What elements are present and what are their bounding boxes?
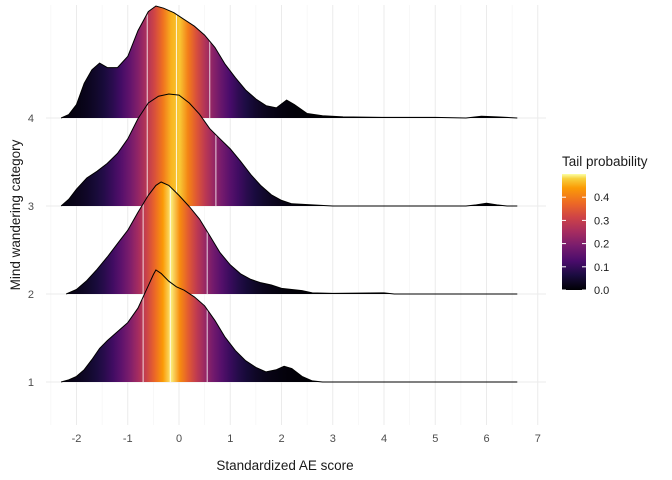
y-axis-title: Mind wandering category [8, 139, 23, 290]
legend-tick-label: 0.4 [594, 192, 609, 204]
y-tick-label: 1 [28, 377, 34, 389]
legend-colorbar [562, 174, 586, 290]
y-tick-label: 3 [28, 201, 34, 213]
ridge-category-1 [60, 269, 518, 383]
ridge-category-3 [60, 93, 518, 207]
ridge-outline [60, 269, 518, 383]
y-tick-label: 4 [28, 113, 34, 125]
x-axis-title: Standardized AE score [216, 458, 353, 473]
legend-tick-label: 0.3 [594, 215, 609, 227]
ridge-fill [61, 6, 518, 118]
ridge-category-2 [65, 181, 518, 295]
x-tick-label: 1 [227, 433, 233, 445]
x-tick-label: 4 [381, 433, 387, 445]
x-tick-label: 5 [432, 433, 438, 445]
legend-tick-label: 0.1 [594, 262, 609, 274]
legend: Tail probability 0.0 0.1 0.2 0.3 0.4 [562, 154, 648, 297]
x-tick-label: -1 [123, 433, 133, 445]
x-tick-labels: -2 -1 0 1 2 3 4 5 6 7 [72, 433, 541, 445]
ridge-outline [60, 5, 518, 119]
ridge-outline [65, 181, 518, 295]
x-tick-label: 7 [535, 433, 541, 445]
x-tick-label: 3 [330, 433, 336, 445]
ridge-category-4 [60, 5, 518, 119]
legend-title: Tail probability [562, 154, 648, 169]
y-tick-label: 2 [28, 289, 34, 301]
ridge-outline [60, 93, 518, 207]
legend-ticks: 0.0 0.1 0.2 0.3 0.4 [562, 192, 609, 297]
ridge-fill [61, 270, 518, 382]
x-tick-label: 6 [483, 433, 489, 445]
ridges [60, 5, 518, 383]
legend-tick-label: 0.2 [594, 239, 609, 251]
x-tick-label: 0 [176, 433, 182, 445]
x-tick-label: 2 [278, 433, 284, 445]
legend-tick-label: 0.0 [594, 285, 609, 297]
x-tick-label: -2 [72, 433, 82, 445]
ridge-fill [61, 94, 518, 206]
y-tick-labels: 1 2 3 4 [28, 113, 34, 389]
ridge-fill [66, 182, 518, 294]
